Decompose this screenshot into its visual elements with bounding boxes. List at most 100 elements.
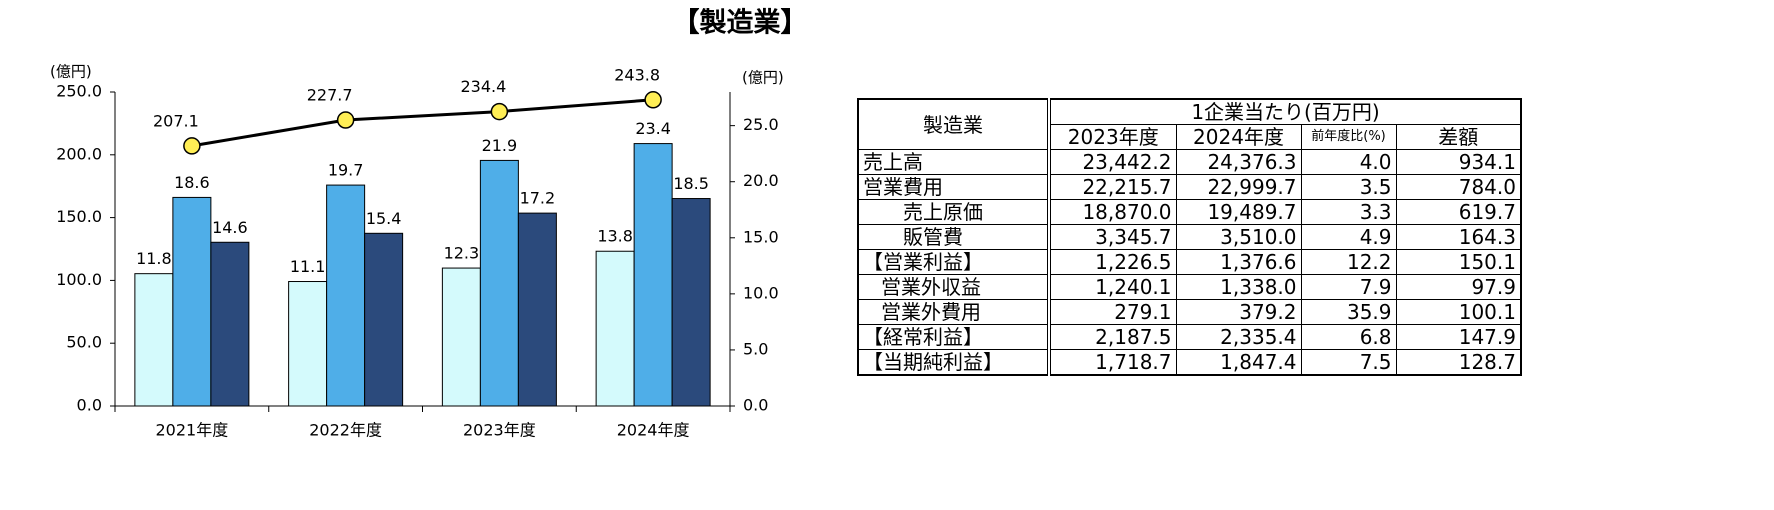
cell-value: 12.2: [1300, 249, 1397, 275]
cell-value: 1,240.1: [1048, 274, 1177, 300]
cell-value: 7.5: [1300, 349, 1397, 376]
bar: [288, 281, 328, 407]
y-tick-label: 0.0: [77, 396, 102, 415]
line-value-label: 243.8: [614, 65, 660, 84]
line-value-label: 227.7: [307, 86, 353, 105]
group-header: 1企業当たり(百万円): [1048, 98, 1522, 125]
y2-tick-label: 5.0: [743, 339, 768, 358]
y2-axis-label: (億円): [742, 69, 784, 87]
table-row: 営業費用 22,215.7 22,999.7 3.5 784.0: [857, 174, 1522, 200]
cell-value: 784.0: [1395, 174, 1522, 200]
bar-value-label: 23.4: [635, 119, 671, 138]
bar: [671, 198, 711, 407]
cell-value: 4.9: [1300, 224, 1397, 250]
table-row: 売上高 23,442.2 24,376.3 4.0 934.1: [857, 149, 1522, 175]
cell-value: 2,187.5: [1048, 324, 1177, 350]
y2-tick-label: 20.0: [743, 171, 779, 190]
bar-value-label: 15.4: [366, 209, 402, 228]
x-tick-label: 2023年度: [463, 421, 536, 440]
bar: [479, 159, 519, 407]
y2-tick-label: 15.0: [743, 227, 779, 246]
line-marker: [644, 91, 662, 109]
y-tick-label: 250.0: [56, 82, 102, 101]
bar-value-label: 19.7: [328, 161, 364, 180]
chart-title: 【製造業】: [673, 8, 808, 39]
cell-value: 4.0: [1300, 149, 1397, 175]
data-table: 製造業 1企業当たり(百万円) 2023年度 2024年度 前年度比(%) 差額 売上…: [857, 98, 1522, 376]
bar: [633, 143, 673, 407]
line-value-label: 207.1: [153, 111, 199, 130]
table-row: 販管費 3,345.7 3,510.0 4.9 164.3: [857, 224, 1522, 250]
row-label: 【当期純利益】: [857, 349, 1051, 376]
bar-value-label: 14.6: [212, 218, 248, 237]
y2-tick-label: 10.0: [743, 283, 779, 302]
line-marker: [336, 111, 355, 129]
y-tick-label: 150.0: [56, 207, 102, 226]
cell-value: 2,335.4: [1175, 324, 1302, 350]
cell-value: 3.5: [1300, 174, 1397, 200]
bar-value-label: 11.8: [136, 249, 172, 268]
cell-value: 279.1: [1048, 299, 1177, 325]
y-tick-label: 100.0: [56, 270, 102, 289]
line-marker: [490, 102, 509, 121]
bar-value-label: 18.6: [174, 173, 210, 192]
column-header: 前年度比(%): [1300, 124, 1397, 150]
row-label: 営業外収益: [857, 274, 1051, 300]
header-row: 製造業 1企業当たり(百万円): [857, 98, 1522, 150]
bar: [210, 241, 250, 407]
cell-value: 379.2: [1175, 299, 1302, 325]
bar-value-label: 13.8: [597, 227, 633, 246]
cell-value: 18,870.0: [1048, 199, 1177, 225]
table-row: 【当期純利益】 1,718.7 1,847.4 7.5 128.7: [857, 349, 1522, 376]
x-tick-label: 2022年度: [309, 421, 382, 440]
corner-header: 製造業: [857, 98, 1051, 150]
table-row: 【経常利益】 2,187.5 2,335.4 6.8 147.9: [857, 324, 1522, 350]
bar-value-label: 21.9: [482, 136, 518, 155]
line-marker: [183, 137, 201, 155]
row-label: 営業外費用: [857, 299, 1051, 325]
cell-value: 3,345.7: [1048, 224, 1177, 250]
cell-value: 1,847.4: [1175, 349, 1302, 376]
cell-value: 22,999.7: [1175, 174, 1302, 200]
bar: [364, 232, 404, 407]
cell-value: 6.8: [1300, 324, 1397, 350]
bar-value-label: 11.1: [290, 257, 326, 276]
cell-value: 1,226.5: [1048, 249, 1177, 275]
table-row: 売上原価 18,870.0 19,489.7 3.3 619.7: [857, 199, 1522, 225]
cell-value: 24,376.3: [1175, 149, 1302, 175]
y-axis-label: (億円): [50, 63, 92, 81]
cell-value: 164.3: [1395, 224, 1522, 250]
y2-tick-label: 0.0: [743, 396, 768, 415]
y-tick-label: 50.0: [66, 333, 102, 352]
cell-value: 147.9: [1395, 324, 1522, 350]
bar-value-label: 17.2: [520, 189, 556, 208]
table-row: 営業外費用 279.1 379.2 35.9 100.1: [857, 299, 1522, 325]
header-row: 2023年度 2024年度 前年度比(%) 差額: [858, 124, 1522, 150]
table-row: 【営業利益】 1,226.5 1,376.6 12.2 150.1: [857, 249, 1522, 275]
cell-value: 128.7: [1395, 349, 1522, 376]
row-label: 売上高: [857, 149, 1051, 175]
bar: [326, 184, 366, 407]
bar-value-label: 18.5: [673, 174, 709, 193]
cell-value: 619.7: [1395, 199, 1522, 225]
bar: [172, 196, 212, 407]
cell-value: 35.9: [1300, 299, 1397, 325]
table-row: 営業外収益 1,240.1 1,338.0 7.9 97.9: [857, 274, 1522, 300]
cell-value: 100.1: [1395, 299, 1522, 325]
cell-value: 19,489.7: [1175, 199, 1302, 225]
cell-value: 934.1: [1395, 149, 1522, 175]
column-header: 2024年度: [1175, 124, 1302, 150]
x-tick-label: 2021年度: [156, 421, 229, 440]
cell-value: 1,338.0: [1175, 274, 1302, 300]
cell-value: 3,510.0: [1175, 224, 1302, 250]
bar: [517, 212, 557, 407]
row-label: 売上原価: [857, 199, 1051, 225]
cell-value: 1,718.7: [1048, 349, 1177, 376]
cell-value: 23,442.2: [1048, 149, 1177, 175]
bar-value-label: 12.3: [444, 244, 480, 263]
cell-value: 150.1: [1395, 249, 1522, 275]
y-tick-label: 200.0: [56, 144, 102, 163]
cell-value: 7.9: [1300, 274, 1397, 300]
